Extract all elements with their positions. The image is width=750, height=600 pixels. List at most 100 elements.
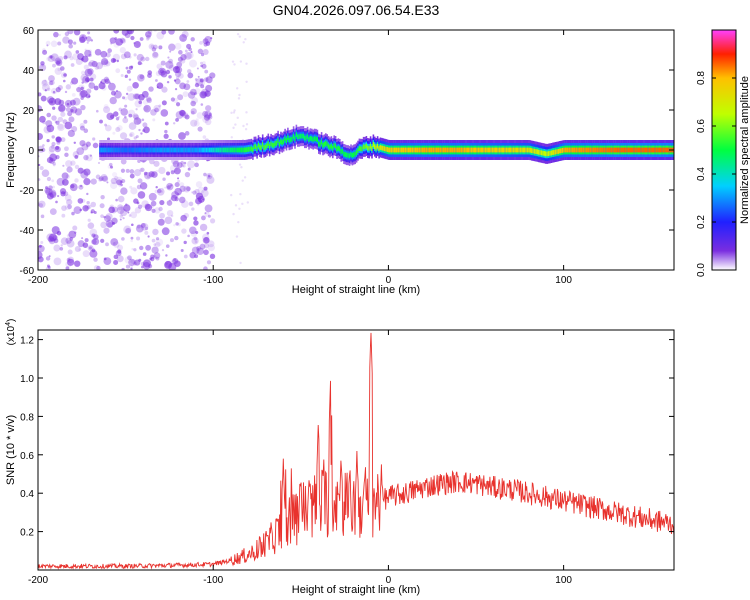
noise-speck	[125, 264, 130, 269]
noise-speck	[155, 185, 158, 189]
ridge-cell	[484, 147, 487, 153]
noise-speck	[55, 145, 60, 150]
ridge-cell	[528, 147, 530, 153]
noise-speck	[238, 35, 242, 38]
noise-speck	[132, 81, 139, 89]
ridge-cell	[369, 143, 372, 149]
noise-speck	[133, 117, 142, 125]
noise-speck	[177, 177, 180, 180]
noise-speck	[111, 217, 118, 225]
noise-speck	[129, 169, 135, 174]
ridge-cell	[644, 147, 647, 153]
ridge-cell	[599, 147, 602, 153]
noise-speck	[133, 248, 137, 252]
noise-speck	[153, 243, 157, 247]
ridge-cell	[626, 147, 628, 153]
y-tick-label: 1.0	[20, 374, 34, 385]
ridge-cell	[100, 147, 103, 153]
ridge-cell	[148, 147, 150, 153]
noise-speck	[38, 145, 45, 153]
noise-speck	[128, 113, 133, 118]
noise-speck	[119, 47, 126, 54]
colorbar-gradient	[711, 29, 737, 271]
noise-speck	[200, 189, 209, 198]
noise-speck	[115, 176, 124, 185]
noise-speck	[41, 147, 46, 153]
noise-speck	[245, 111, 248, 114]
noise-speck	[117, 204, 124, 211]
ridge-cell	[468, 147, 470, 153]
noise-speck	[209, 72, 216, 79]
noise-speck	[89, 73, 97, 80]
noise-speck	[181, 30, 189, 38]
noise-speck	[66, 234, 70, 238]
noise-speck	[161, 100, 167, 106]
noise-speck	[132, 93, 139, 100]
ridge-cell	[117, 147, 120, 153]
noise-speck	[180, 214, 187, 222]
noise-speck	[74, 246, 81, 253]
noise-speck	[117, 249, 122, 254]
noise-speck	[161, 248, 165, 252]
ridge-cell	[385, 146, 387, 152]
noise-speck	[170, 170, 175, 175]
noise-speck	[125, 227, 132, 234]
noise-speck	[116, 59, 119, 63]
noise-speck	[142, 122, 148, 128]
noise-speck	[182, 164, 186, 168]
noise-speck	[38, 251, 43, 260]
noise-speck	[48, 97, 57, 106]
noise-speck	[182, 91, 189, 98]
noise-speck	[178, 196, 186, 204]
ridge-cell	[665, 147, 668, 153]
ridge-cell	[141, 147, 143, 153]
ridge-cell	[315, 136, 317, 142]
noise-speck	[79, 125, 85, 131]
noise-speck	[52, 106, 56, 110]
noise-speck	[246, 201, 250, 204]
ridge-cell	[364, 144, 366, 150]
ridge-cell	[263, 145, 265, 150]
ridge-cell	[404, 147, 407, 153]
noise-speck	[90, 178, 97, 185]
ridge-cell	[147, 147, 149, 153]
noise-speck	[109, 37, 117, 44]
noise-speck	[54, 98, 62, 106]
noise-speck	[67, 258, 75, 266]
ridge-cell	[577, 147, 579, 153]
ridge-cell	[316, 137, 319, 143]
noise-speck	[165, 254, 168, 257]
ridge-cell	[392, 147, 394, 153]
noise-speck	[40, 214, 45, 219]
noise-speck	[66, 166, 73, 173]
ridge-cell	[624, 147, 627, 153]
ridge-cell	[252, 147, 254, 153]
noise-speck	[103, 257, 107, 261]
noise-speck	[42, 144, 45, 147]
noise-speck	[91, 233, 96, 238]
ridge-cell	[539, 150, 541, 155]
ridge-cell	[327, 143, 330, 149]
noise-speck	[128, 264, 134, 269]
noise-speck	[69, 99, 76, 106]
noise-speck	[154, 107, 159, 113]
noise-speck	[155, 237, 160, 241]
ridge-cell	[566, 147, 568, 153]
noise-speck	[94, 48, 102, 56]
noise-speck	[202, 233, 210, 241]
noise-speck	[68, 230, 77, 239]
noise-speck	[109, 165, 113, 169]
noise-speck	[118, 107, 123, 112]
noise-speck	[73, 30, 81, 36]
noise-speck	[60, 111, 66, 117]
ridge-cell	[496, 147, 498, 153]
ridge-cell	[407, 147, 410, 153]
noise-speck	[84, 238, 89, 243]
noise-speck	[187, 69, 192, 74]
ridge-cell	[521, 147, 523, 153]
noise-speck	[95, 62, 103, 70]
noise-speck	[170, 214, 174, 218]
noise-speck	[143, 104, 151, 113]
ridge-cell	[640, 147, 642, 153]
noise-speck	[203, 249, 209, 256]
